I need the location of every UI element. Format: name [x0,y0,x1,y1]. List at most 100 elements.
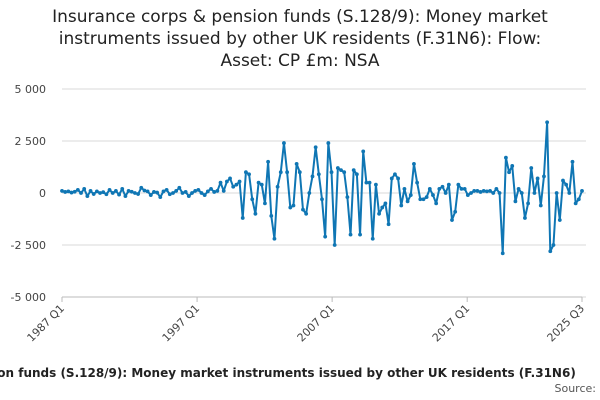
data-point[interactable] [183,190,188,194]
data-point[interactable] [364,180,369,185]
data-point[interactable] [472,189,477,193]
data-point[interactable] [60,189,64,193]
data-point[interactable] [269,213,274,218]
data-point[interactable] [561,178,565,183]
data-point[interactable] [88,189,93,193]
data-point[interactable] [278,170,283,175]
data-point[interactable] [263,201,267,206]
data-point[interactable] [66,189,71,194]
data-point[interactable] [247,172,251,177]
data-point[interactable] [209,186,213,191]
data-point[interactable] [94,189,99,194]
data-point[interactable] [145,189,150,194]
data-point[interactable] [551,243,556,247]
data-point[interactable] [351,168,356,173]
data-point[interactable] [361,149,366,154]
data-point[interactable] [326,141,331,145]
data-point[interactable] [313,145,318,150]
data-point[interactable] [538,203,543,208]
data-point[interactable] [164,187,169,192]
data-point[interactable] [190,191,194,195]
data-point[interactable] [98,191,102,195]
data-point[interactable] [253,211,258,216]
data-point[interactable] [301,207,305,212]
data-point[interactable] [244,170,248,175]
data-point[interactable] [101,190,106,195]
data-point[interactable] [367,180,372,185]
data-point[interactable] [529,166,534,170]
data-point[interactable] [186,194,191,199]
data-point[interactable] [104,192,109,197]
data-point[interactable] [316,172,321,177]
data-point[interactable] [548,249,553,254]
data-point[interactable] [218,180,223,185]
data-point[interactable] [79,191,83,195]
data-point[interactable] [440,184,445,189]
data-point[interactable] [573,201,578,206]
data-point[interactable] [167,192,172,197]
data-point[interactable] [354,172,359,177]
data-point[interactable] [240,216,245,220]
data-point[interactable] [389,176,394,181]
data-point[interactable] [117,192,121,197]
data-point[interactable] [402,186,407,191]
data-point[interactable] [526,201,530,206]
data-point[interactable] [72,189,77,194]
data-point[interactable] [396,176,400,181]
data-point[interactable] [542,174,546,179]
data-point[interactable] [481,189,486,193]
data-point[interactable] [399,203,404,208]
data-point[interactable] [507,170,511,175]
data-point[interactable] [519,191,524,195]
data-point[interactable] [323,234,328,239]
data-point[interactable] [358,232,362,237]
data-point[interactable] [82,186,87,191]
data-point[interactable] [557,218,562,222]
data-point[interactable] [126,189,131,193]
data-point[interactable] [202,193,207,197]
data-point[interactable] [212,190,217,194]
data-point[interactable] [158,195,163,200]
data-point[interactable] [275,184,280,189]
data-point[interactable] [434,201,439,206]
data-point[interactable] [180,191,185,195]
data-point[interactable] [63,190,68,194]
data-point[interactable] [193,189,198,193]
data-point[interactable] [545,120,550,125]
data-point[interactable] [570,159,575,164]
data-point[interactable] [161,189,166,194]
data-point[interactable] [152,190,156,194]
data-point[interactable] [91,192,96,196]
data-point[interactable] [266,159,270,164]
data-point[interactable] [488,189,492,193]
data-point[interactable] [465,193,470,197]
data-point[interactable] [408,193,413,197]
data-point[interactable] [424,195,429,200]
data-point[interactable] [497,191,502,195]
data-point[interactable] [304,211,309,216]
data-point[interactable] [500,251,505,256]
data-point[interactable] [374,182,378,187]
data-point[interactable] [259,182,264,187]
data-point[interactable] [177,185,182,190]
data-point[interactable] [393,172,397,177]
data-point[interactable] [456,182,461,187]
data-point[interactable] [469,191,473,195]
data-point[interactable] [535,176,540,181]
data-point[interactable] [237,179,242,184]
data-point[interactable] [250,197,255,202]
data-point[interactable] [510,164,515,168]
data-point[interactable] [443,191,448,195]
data-point[interactable] [297,170,302,175]
data-point[interactable] [478,190,483,194]
data-point[interactable] [120,186,125,191]
data-point[interactable] [282,141,286,145]
data-point[interactable] [437,186,442,191]
data-point[interactable] [450,218,454,222]
data-point[interactable] [453,209,458,214]
data-point[interactable] [320,197,324,202]
data-point[interactable] [523,216,527,220]
data-point[interactable] [129,189,134,194]
data-point[interactable] [345,195,350,200]
data-point[interactable] [383,201,388,206]
